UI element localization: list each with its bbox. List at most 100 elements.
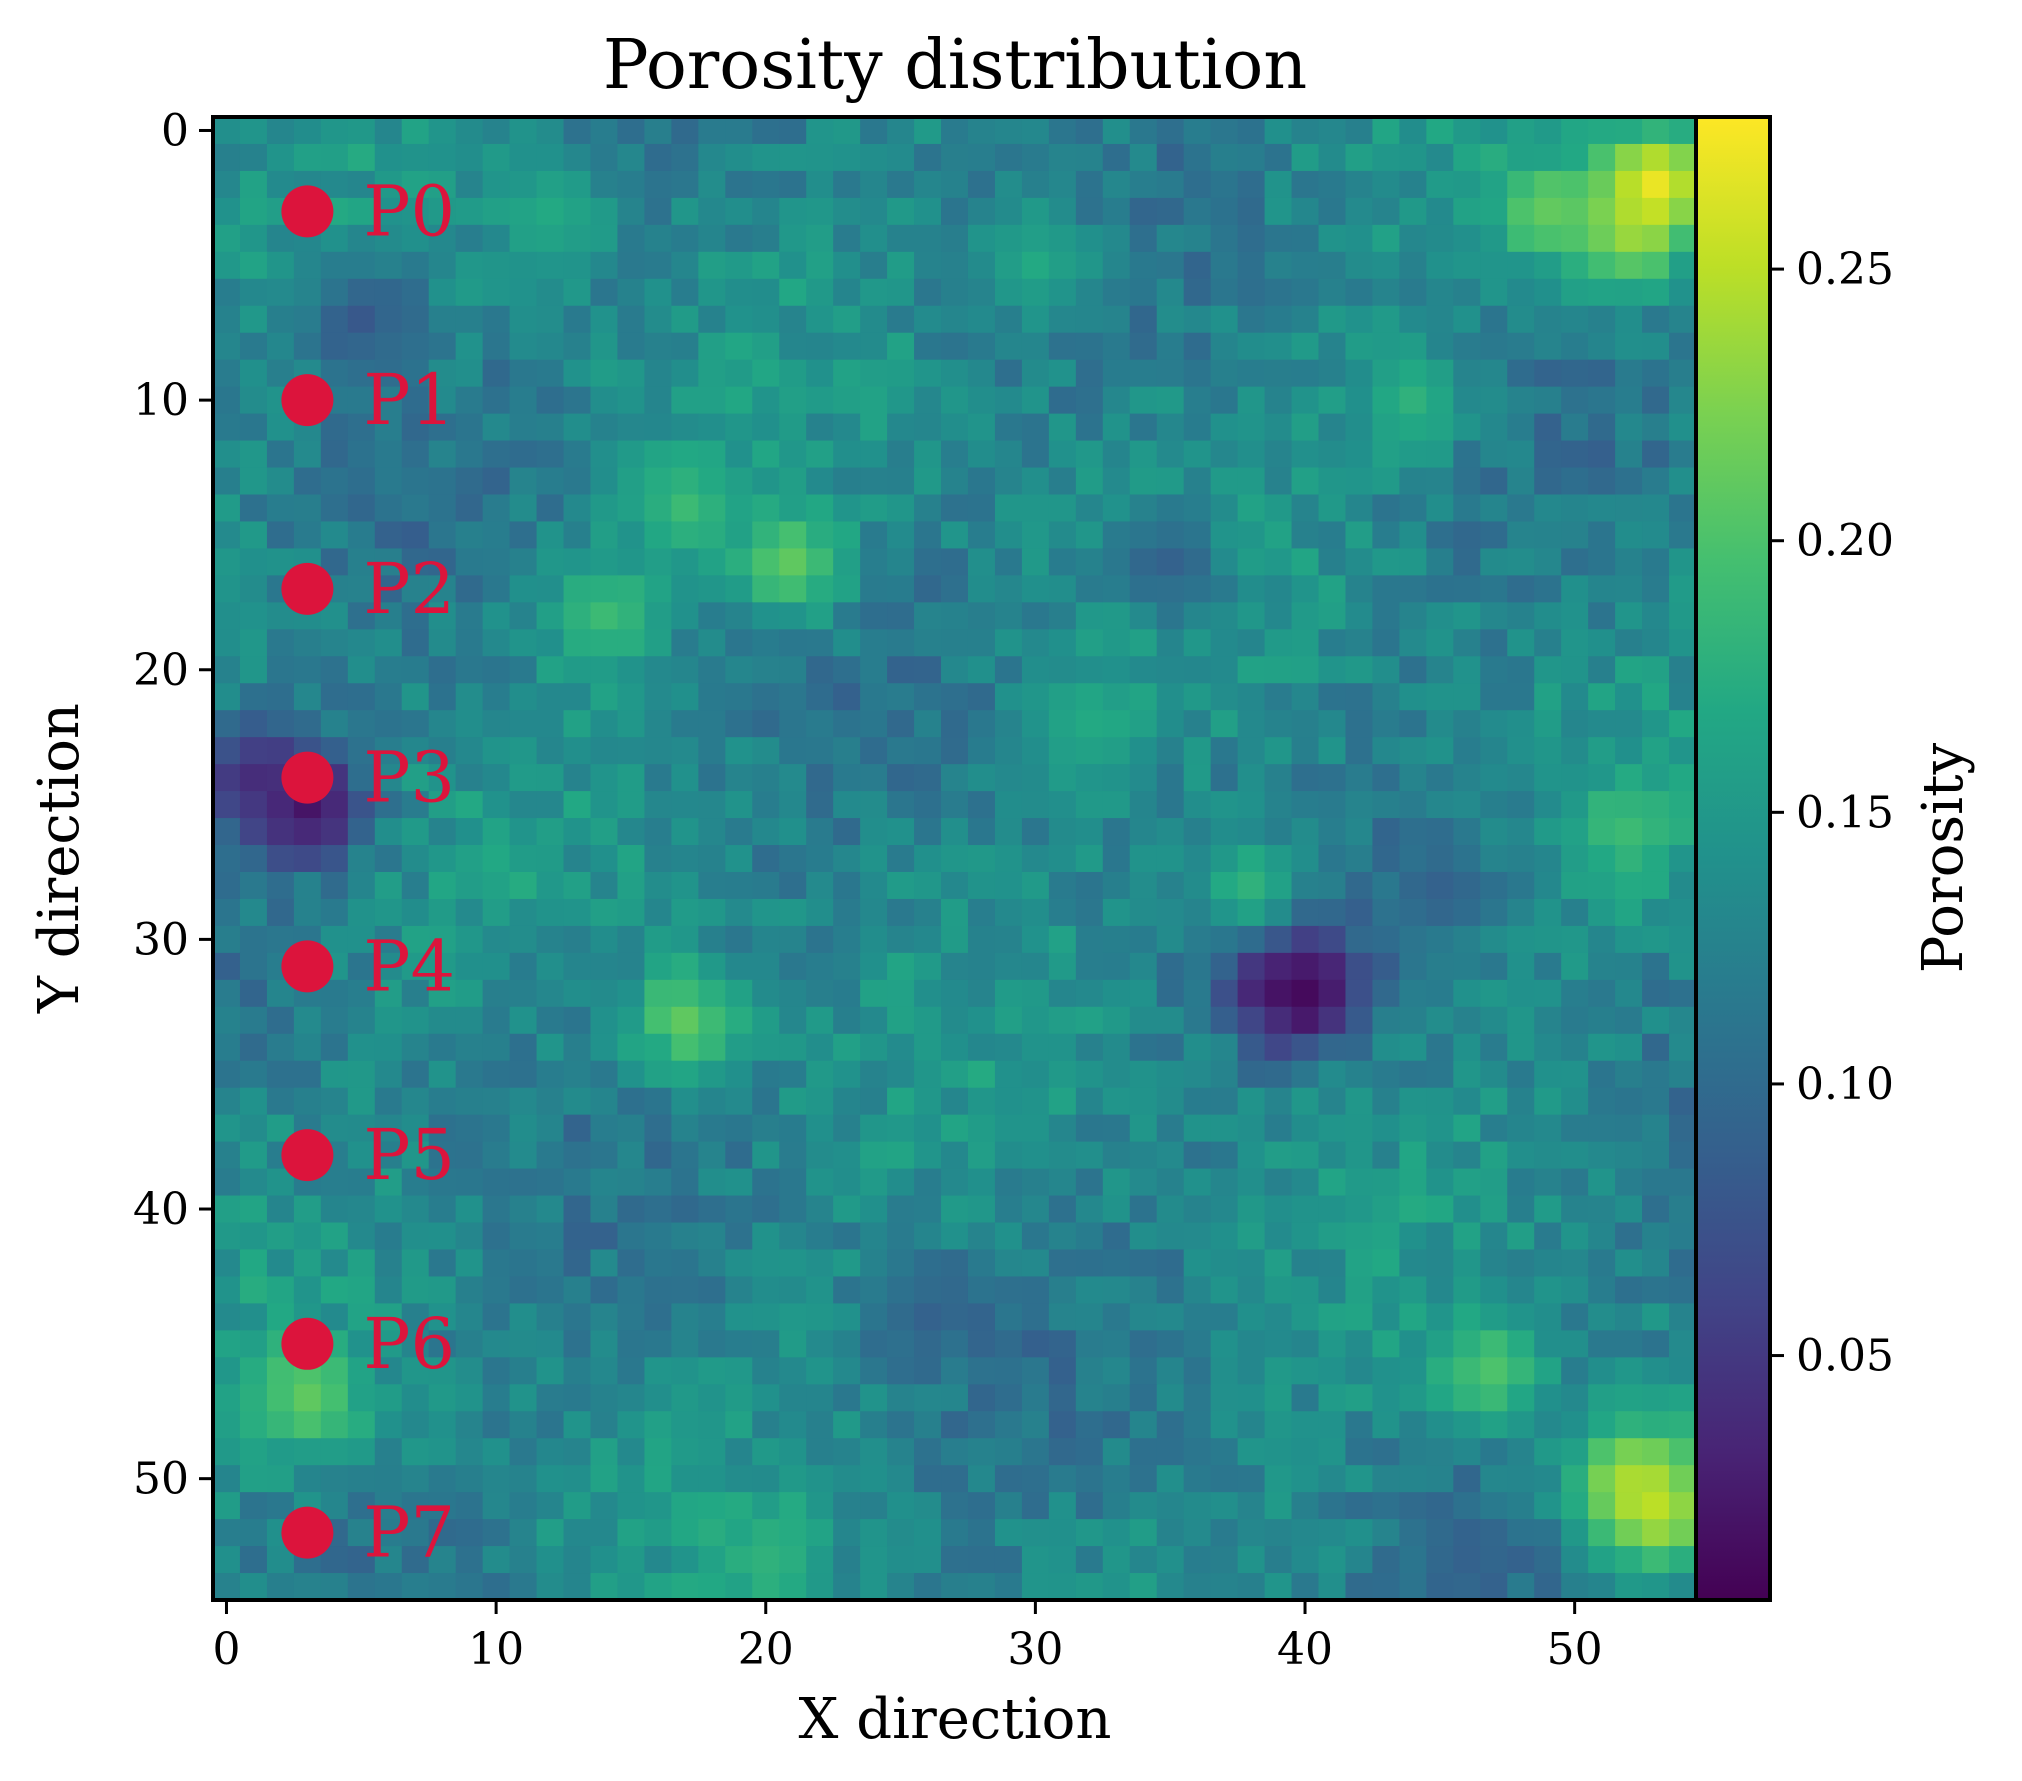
heatmap-cell [644,548,672,576]
heatmap-cell [1588,548,1616,576]
heatmap-cell [887,871,915,900]
heatmap-cell [455,1411,484,1439]
heatmap-cell [374,791,403,819]
heatmap-cell [563,1276,592,1304]
heatmap-cell [1426,952,1454,981]
heatmap-cell [833,1357,861,1385]
heatmap-cell [833,1033,861,1062]
heatmap-cell [1615,764,1643,792]
heatmap-cell [779,602,807,630]
heatmap-cell [752,1492,780,1520]
heatmap-cell [967,1492,996,1520]
heatmap-cell [941,737,969,765]
heatmap-cell [644,898,672,927]
heatmap-cell [1345,1492,1374,1520]
heatmap-cell [887,386,915,415]
heatmap-cell [887,1330,915,1358]
heatmap-cell [698,494,726,523]
heatmap-cell [617,440,646,469]
heatmap-cell [967,1195,996,1224]
heatmap-cell [860,467,888,496]
heatmap-cell [1048,818,1077,846]
heatmap-cell [293,440,322,469]
heatmap-cell [1264,1465,1293,1493]
heatmap-cell [1021,413,1050,442]
heatmap-cell [320,683,349,711]
heatmap-cell [671,305,699,334]
heatmap-cell [1345,683,1374,711]
heatmap-cell [1075,278,1104,307]
heatmap-cell [617,898,646,927]
heatmap-cell [374,1330,403,1358]
heatmap-cell [1534,683,1562,711]
heatmap-cell [293,117,322,145]
heatmap-cell [725,845,753,873]
heatmap-cell [1669,1411,1697,1439]
heatmap-cell [994,575,1023,603]
heatmap-cell [967,791,996,819]
heatmap-cell [779,305,807,334]
heatmap-cell [1048,629,1077,657]
heatmap-cell [779,1276,807,1304]
heatmap-cell [482,1357,511,1385]
heatmap-cell [1399,1195,1427,1224]
heatmap-cell [1075,1438,1104,1466]
heatmap-cell [347,683,376,711]
well-marker [281,940,334,993]
heatmap-cell [698,170,726,199]
heatmap-cell [1561,1519,1589,1547]
heatmap-cell [887,1276,915,1304]
heatmap-cell [1183,1114,1212,1143]
heatmap-cell [1453,143,1481,172]
heatmap-cell [509,1357,538,1385]
heatmap-cell [1156,197,1185,226]
heatmap-cell [671,1114,699,1143]
heatmap-cell [482,1114,511,1143]
heatmap-cell [482,386,511,415]
heatmap-cell [1453,952,1481,981]
heatmap-cell [860,440,888,469]
heatmap-cell [617,845,646,873]
heatmap-cell [509,1060,538,1089]
heatmap-cell [617,305,646,334]
heatmap-cell [914,925,942,954]
heatmap-cell [752,278,780,307]
heatmap-cell [401,1006,430,1035]
heatmap-cell [239,710,268,738]
heatmap-cell [563,197,592,226]
heatmap-cell [994,979,1023,1008]
heatmap-cell [1399,521,1427,550]
heatmap-cell [698,1168,726,1197]
heatmap-cell [725,1357,753,1385]
heatmap-cell [1129,170,1158,199]
heatmap-cell [1075,575,1104,603]
heatmap-cell [1264,1492,1293,1520]
heatmap-cell [941,1114,969,1143]
heatmap-cell [644,1357,672,1385]
heatmap-cell [374,845,403,873]
heatmap-cell [1642,1357,1670,1385]
heatmap-cell [967,952,996,981]
heatmap-cell [887,737,915,765]
heatmap-cell [1642,224,1670,253]
heatmap-cell [293,818,322,846]
heatmap-cell [428,629,457,657]
heatmap-cell [752,898,780,927]
heatmap-cell [1561,548,1589,576]
heatmap-cell [806,575,834,603]
heatmap-cell [1588,251,1616,280]
heatmap-cell [914,1519,942,1547]
heatmap-cell [1129,710,1158,738]
heatmap-cell [1291,871,1320,900]
heatmap-cell [1561,1303,1589,1331]
heatmap-cell [617,1330,646,1358]
heatmap-cell [1669,548,1697,576]
heatmap-cell [1102,1195,1131,1224]
heatmap-cell [1156,1249,1185,1278]
heatmap-cell [994,710,1023,738]
heatmap-cell [239,305,268,334]
heatmap-cell [1426,1519,1454,1547]
heatmap-cell [320,494,349,523]
heatmap-cell [1102,1492,1131,1520]
heatmap-cell [1561,1546,1589,1574]
